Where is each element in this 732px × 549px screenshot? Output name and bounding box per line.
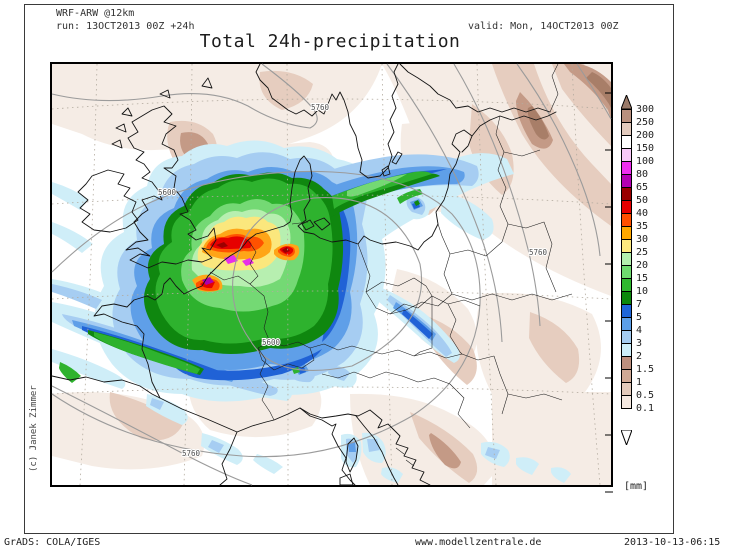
colorbar-level-label: 10 — [636, 286, 649, 297]
colorbar-unit: [mm] — [624, 481, 649, 492]
colorbar-cell — [621, 252, 632, 266]
colorbar-level-label: 40 — [636, 208, 649, 219]
europe-precipitation-map: 5760 5600 5600 5760 5760 — [51, 63, 613, 493]
colorbar-level-label: 2 — [636, 351, 643, 362]
colorbar-level-label: 5 — [636, 312, 643, 323]
colorbar-level-label: 150 — [636, 143, 655, 154]
colorbar-cell — [621, 382, 632, 396]
colorbar-cell — [621, 304, 632, 318]
model-label: WRF-ARW @12km — [56, 8, 135, 19]
contour-label: 5760 — [311, 103, 330, 112]
valid-label: valid: Mon, 14OCT2013 00Z — [468, 21, 619, 32]
page-title: Total 24h-precipitation — [199, 31, 461, 52]
colorbar-cell — [621, 356, 632, 370]
colorbar-cell — [621, 174, 632, 188]
colorbar-level-label: 20 — [636, 260, 649, 271]
height-contours — [51, 63, 612, 486]
colorbar-level-label: 250 — [636, 117, 655, 128]
colorbar-cell — [621, 161, 632, 175]
colorbar-level-label: 4 — [636, 325, 643, 336]
grads-credit: GrADS: COLA/IGES — [4, 537, 101, 548]
colorbar-level-label: 25 — [636, 247, 649, 258]
light-precip-shading — [52, 64, 611, 485]
colorbar-cell — [621, 122, 632, 136]
colorbar-level-label: 1 — [636, 377, 643, 388]
colorbar-underflow-triangle — [621, 430, 632, 445]
colorbar-cell — [621, 265, 632, 279]
colorbar-cell — [621, 369, 632, 383]
map-frame: 5760 5600 5600 5760 5760 — [50, 62, 613, 493]
colorbar-level-label: 300 — [636, 104, 655, 115]
colorbar-cell — [621, 200, 632, 214]
copyright-watermark: (c) Janek Zimmer — [29, 385, 39, 472]
colorbar-level-label: 0.5 — [636, 390, 655, 401]
frame-ticks — [605, 92, 613, 493]
colorbar-cells — [621, 109, 632, 409]
website-credit: www.modellzentrale.de — [415, 537, 542, 548]
colorbar-cell — [621, 317, 632, 331]
colorbar-cell — [621, 291, 632, 305]
colorbar-level-label: 30 — [636, 234, 649, 245]
colorbar-level-label: 1.5 — [636, 364, 655, 375]
colorbar-level-label: 100 — [636, 156, 655, 167]
colorbar-cell — [621, 239, 632, 253]
colorbar-cell — [621, 213, 632, 227]
contour-label: 5760 — [529, 248, 548, 257]
creation-timestamp: 2013-10-13-06:15 — [624, 537, 721, 548]
colorbar-cell — [621, 109, 632, 123]
colorbar-level-label: 35 — [636, 221, 649, 232]
colorbar-level-label: 200 — [636, 130, 655, 141]
colorbar-level-label: 50 — [636, 195, 649, 206]
colorbar-level-label: 65 — [636, 182, 649, 193]
run-label: run: 13OCT2013 00Z +24h — [56, 21, 195, 32]
lat-lon-graticule — [51, 63, 612, 486]
colorbar-level-label: 3 — [636, 338, 643, 349]
colorbar-cell — [621, 135, 632, 149]
colorbar-level-label: 7 — [636, 299, 643, 310]
colorbar-cell — [621, 395, 632, 409]
colorbar-overflow-triangle — [621, 95, 632, 109]
precipitation-systems — [52, 140, 571, 483]
colorbar-cell — [621, 278, 632, 292]
colorbar-labels: 300 250 200 150 100 80 65 50 40 35 30 25 20 15 10 7 5 4 3 2… — [636, 104, 670, 445]
country-borders — [209, 63, 573, 467]
contour-value-labels: 5760 5600 5600 5760 5760 — [157, 102, 549, 459]
colorbar-level-label: 0.1 — [636, 403, 655, 414]
max-precip-cores — [202, 255, 254, 285]
colorbar-cell — [621, 343, 632, 357]
colorbar-cell — [621, 187, 632, 201]
colorbar-level-label: 80 — [636, 169, 649, 180]
colorbar-level-label: 15 — [636, 273, 649, 284]
colorbar-cell — [621, 226, 632, 240]
contour-label: 5760 — [182, 449, 201, 458]
contour-label: 5600 — [158, 188, 177, 197]
figure-frame — [24, 4, 674, 534]
colorbar-cell — [621, 148, 632, 162]
colorbar-cell — [621, 330, 632, 344]
contour-label: 5600 — [262, 338, 281, 347]
